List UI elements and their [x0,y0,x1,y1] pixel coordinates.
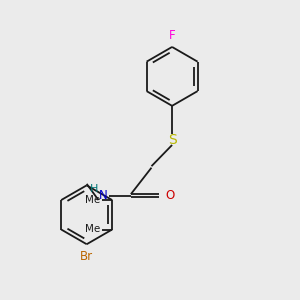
Text: N: N [98,189,107,202]
Text: H: H [90,184,98,194]
Text: Me: Me [85,224,100,235]
Text: F: F [169,28,175,42]
Text: Br: Br [80,250,93,263]
Text: O: O [165,189,175,202]
Text: Me: Me [85,195,100,205]
Text: S: S [168,133,176,147]
